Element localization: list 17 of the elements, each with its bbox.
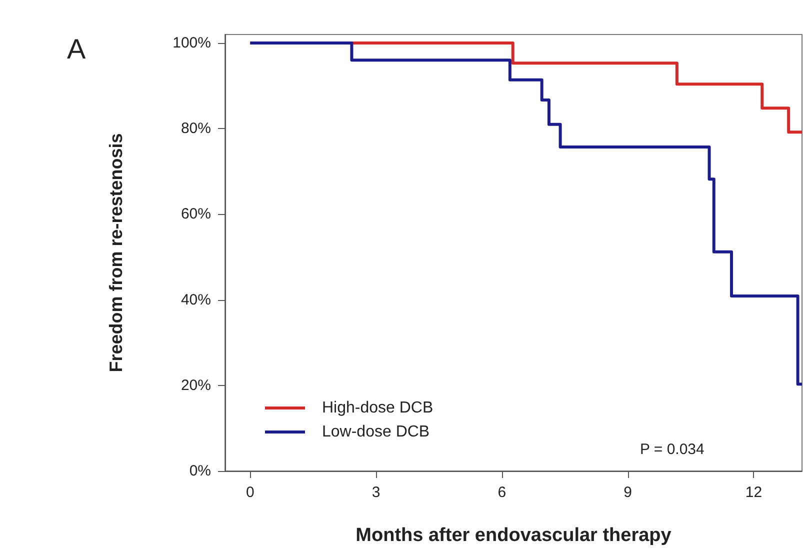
chart-title: A xyxy=(67,34,86,64)
y-axis-title: Freedom from re-restenosis xyxy=(106,133,126,372)
legend-label: Low-dose DCB xyxy=(322,424,430,440)
y-tick-label: 60% xyxy=(180,206,211,223)
x-tick-label: 3 xyxy=(372,484,380,501)
x-tick-label: 0 xyxy=(246,484,254,501)
x-tick-label: 6 xyxy=(498,484,506,501)
y-tick-label: 40% xyxy=(180,291,211,308)
y-tick-label: 100% xyxy=(172,34,211,52)
annotation: P = 0.034 xyxy=(640,441,704,458)
x-axis-title: Months after endovascular therapy xyxy=(356,525,672,546)
x-tick-label: 9 xyxy=(624,484,632,501)
x-tick-label: 12 xyxy=(745,484,762,501)
legend-label: High-dose DCB xyxy=(322,400,434,416)
y-tick-label: 20% xyxy=(180,376,211,394)
y-tick-label: 0% xyxy=(189,462,211,480)
y-tick-label: 80% xyxy=(180,120,211,138)
